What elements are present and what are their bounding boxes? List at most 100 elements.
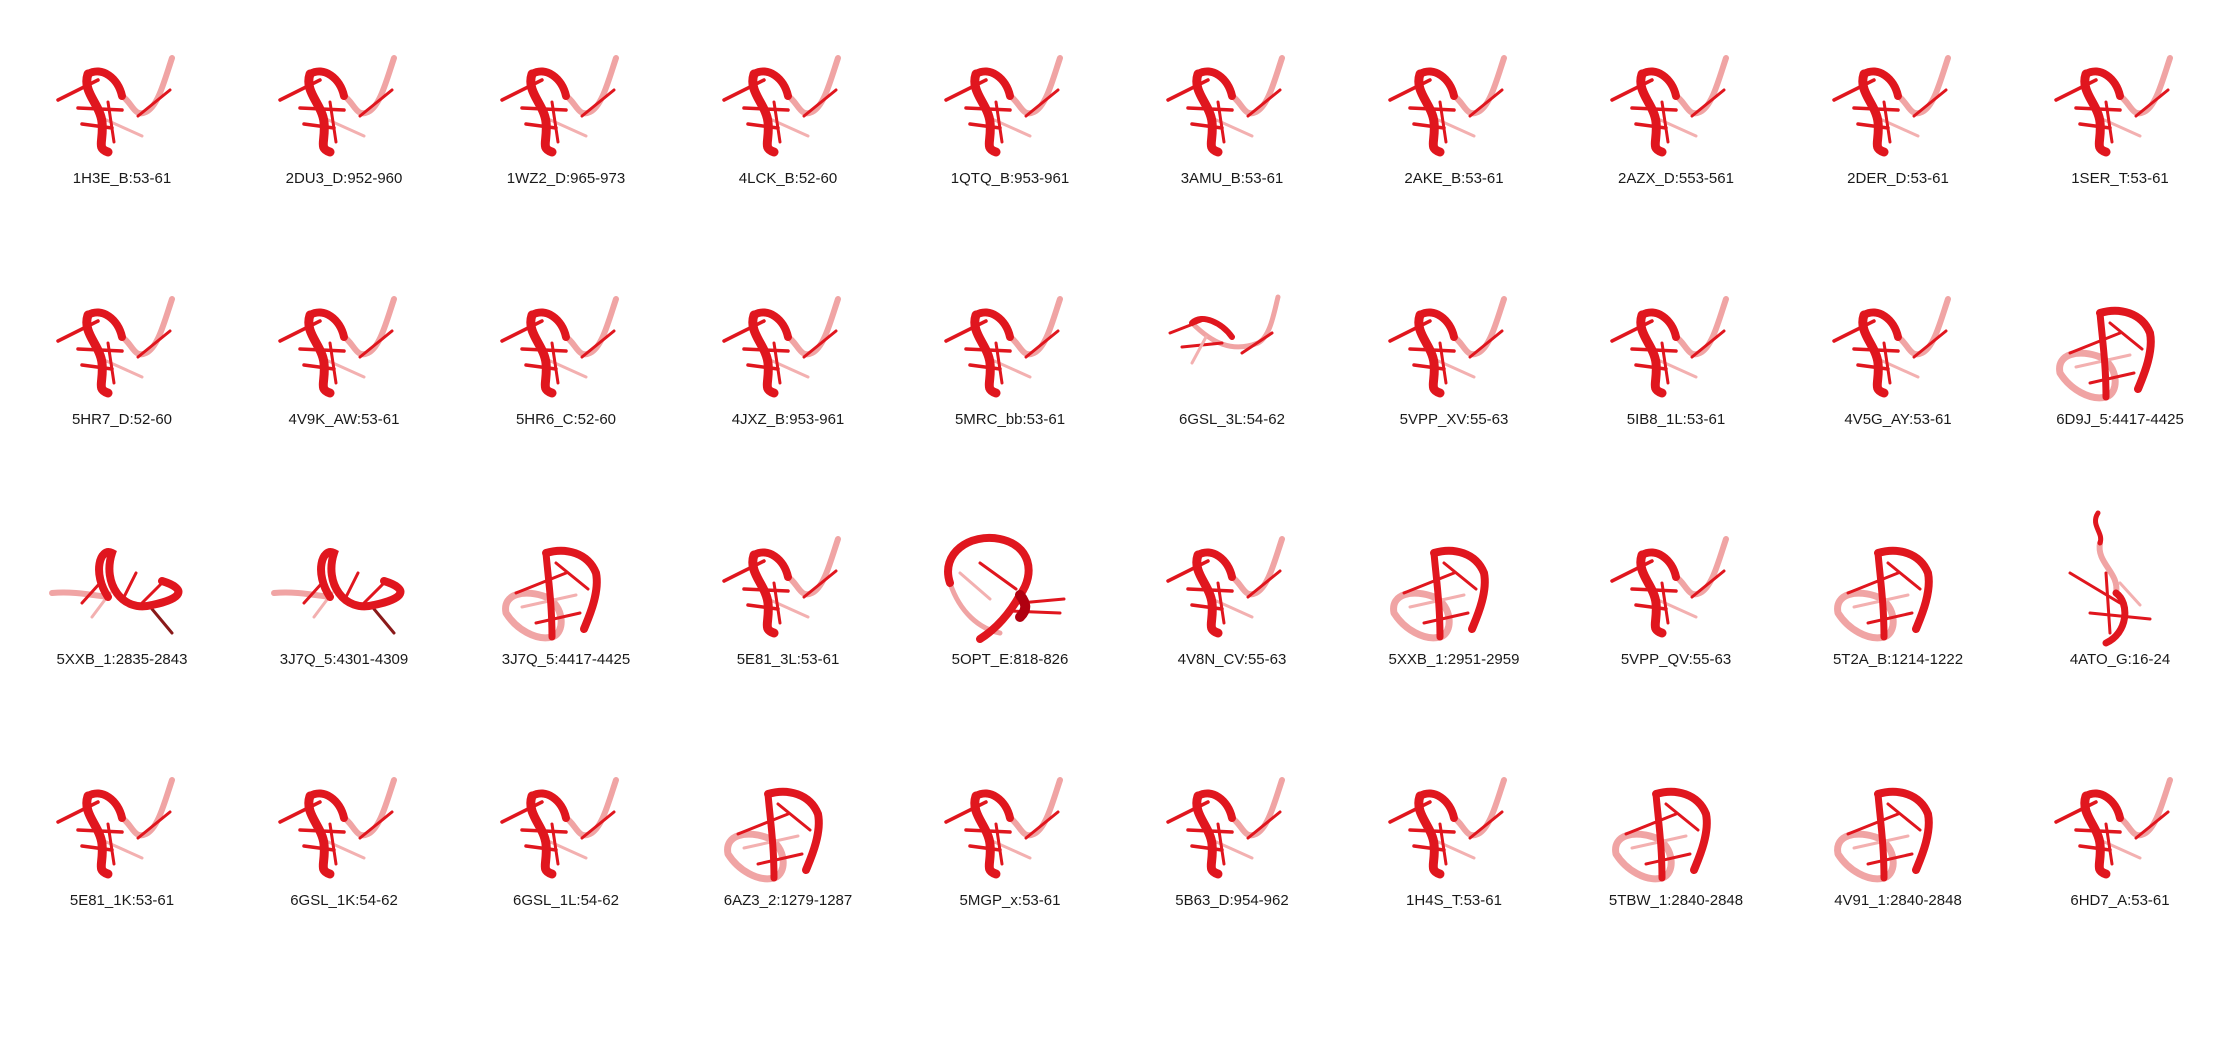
base-stick: [358, 329, 394, 359]
structure-cell: 5OPT_E:818-826: [899, 481, 1121, 721]
base-stick: [1886, 561, 1922, 591]
structure-label: 5E81_1K:53-61: [69, 892, 175, 909]
backbone-front: [1416, 789, 1458, 822]
base-stick: [1216, 100, 1226, 144]
rna-structure-thumbnail: [1612, 787, 1711, 883]
backbone-front: [1860, 308, 1902, 341]
base-stick: [1654, 597, 1698, 619]
structure-cell: 5MGP_x:53-61: [899, 722, 1121, 962]
rna-structure-thumbnail: [271, 548, 405, 635]
structure-cell: 5B63_D:954-962: [1121, 722, 1343, 962]
structure-cell: 2AKE_B:53-61: [1343, 0, 1565, 240]
base-stick: [1024, 329, 1060, 359]
base-stick: [2108, 321, 2144, 351]
backbone-back: [563, 777, 619, 839]
base-stick: [802, 329, 838, 359]
backbone-front: [304, 791, 335, 879]
structure-cell: 1QTQ_B:953-961: [899, 0, 1121, 240]
structure-label: 5XXB_1:2951-2959: [1388, 651, 1520, 668]
base-stick: [802, 569, 838, 599]
structure-label: 2AKE_B:53-61: [1404, 170, 1504, 187]
backbone-back: [785, 536, 841, 598]
base-stick: [2134, 88, 2170, 118]
backbone-back: [1612, 830, 1675, 883]
backbone-front: [1194, 67, 1236, 100]
base-stick: [746, 603, 780, 611]
base-stick: [544, 116, 588, 138]
base-stick: [554, 561, 590, 591]
backbone-back: [1007, 55, 1063, 117]
backbone-front: [84, 308, 126, 341]
base-stick: [1442, 561, 1478, 591]
base-stick: [1660, 100, 1670, 144]
rna-structure-thumbnail: [1832, 296, 1951, 398]
base-stick: [1216, 822, 1226, 866]
backbone-front: [2080, 791, 2111, 879]
backbone-front: [1860, 67, 1902, 100]
rna-structure-thumbnail: [2068, 510, 2152, 647]
structure-label: 6AZ3_2:1279-1287: [723, 892, 853, 909]
rna-structure-thumbnail: [1388, 296, 1507, 398]
backbone-back: [785, 55, 841, 117]
backbone-back: [563, 55, 619, 117]
base-stick: [322, 357, 366, 379]
base-stick: [746, 122, 780, 130]
backbone-front: [972, 67, 1014, 100]
base-stick: [1912, 329, 1948, 359]
base-stick: [544, 357, 588, 379]
base-stick: [550, 341, 560, 385]
backbone-front: [304, 310, 335, 398]
base-stick: [1690, 88, 1726, 118]
backbone-back: [563, 296, 619, 358]
base-stick: [1412, 844, 1446, 852]
backbone-back: [1007, 777, 1063, 839]
base-stick: [756, 852, 804, 866]
backbone-back: [119, 55, 175, 117]
backbone-back: [1229, 55, 1285, 117]
base-stick: [766, 116, 810, 138]
structure-cell: 5E81_1K:53-61: [11, 722, 233, 962]
backbone-back: [341, 296, 397, 358]
backbone-front: [2082, 67, 2124, 100]
backbone-front: [526, 791, 557, 879]
base-stick: [1660, 341, 1670, 385]
backbone-back: [2117, 55, 2173, 117]
structure-cell: 5XXB_1:2951-2959: [1343, 481, 1565, 721]
backbone-back: [341, 55, 397, 117]
structure-label: 5MRC_bb:53-61: [954, 411, 1066, 428]
base-stick: [2098, 838, 2142, 860]
base-stick: [1432, 116, 1476, 138]
base-stick: [1866, 852, 1914, 866]
base-stick: [1024, 810, 1060, 840]
base-stick: [1846, 571, 1900, 595]
backbone-back: [2056, 349, 2119, 402]
structure-label: 5HR6_C:52-60: [515, 411, 617, 428]
structure-label: 3AMU_B:53-61: [1180, 170, 1284, 187]
rna-structure-thumbnail: [1610, 55, 1729, 157]
backbone-front: [84, 67, 126, 100]
structure-label: 6GSL_1L:54-62: [513, 892, 619, 909]
backbone-back: [1390, 589, 1453, 642]
base-stick: [1664, 802, 1700, 832]
rna-structure-thumbnail: [49, 548, 183, 635]
rna-structure-thumbnail: [1388, 777, 1507, 879]
base-stick: [1468, 88, 1504, 118]
backbone-front: [1414, 310, 1445, 398]
backbone-front: [1416, 308, 1458, 341]
base-stick: [1846, 812, 1900, 836]
base-stick: [1912, 88, 1948, 118]
structure-label: 2DER_D:53-61: [1847, 170, 1949, 187]
backbone-front: [1194, 789, 1236, 822]
base-stick: [550, 822, 560, 866]
base-stick: [106, 100, 116, 144]
structure-label: 2DU3_D:952-960: [285, 170, 403, 187]
base-stick: [1882, 100, 1892, 144]
structure-cell: 1H4S_T:53-61: [1343, 722, 1565, 962]
backbone-front: [1192, 69, 1223, 157]
base-stick: [136, 88, 172, 118]
rna-structure-thumbnail: [1168, 294, 1281, 365]
structure-cell: 5TBW_1:2840-2848: [1565, 722, 1787, 962]
base-stick: [1468, 329, 1504, 359]
base-stick: [2098, 116, 2142, 138]
backbone-back: [1451, 777, 1507, 839]
